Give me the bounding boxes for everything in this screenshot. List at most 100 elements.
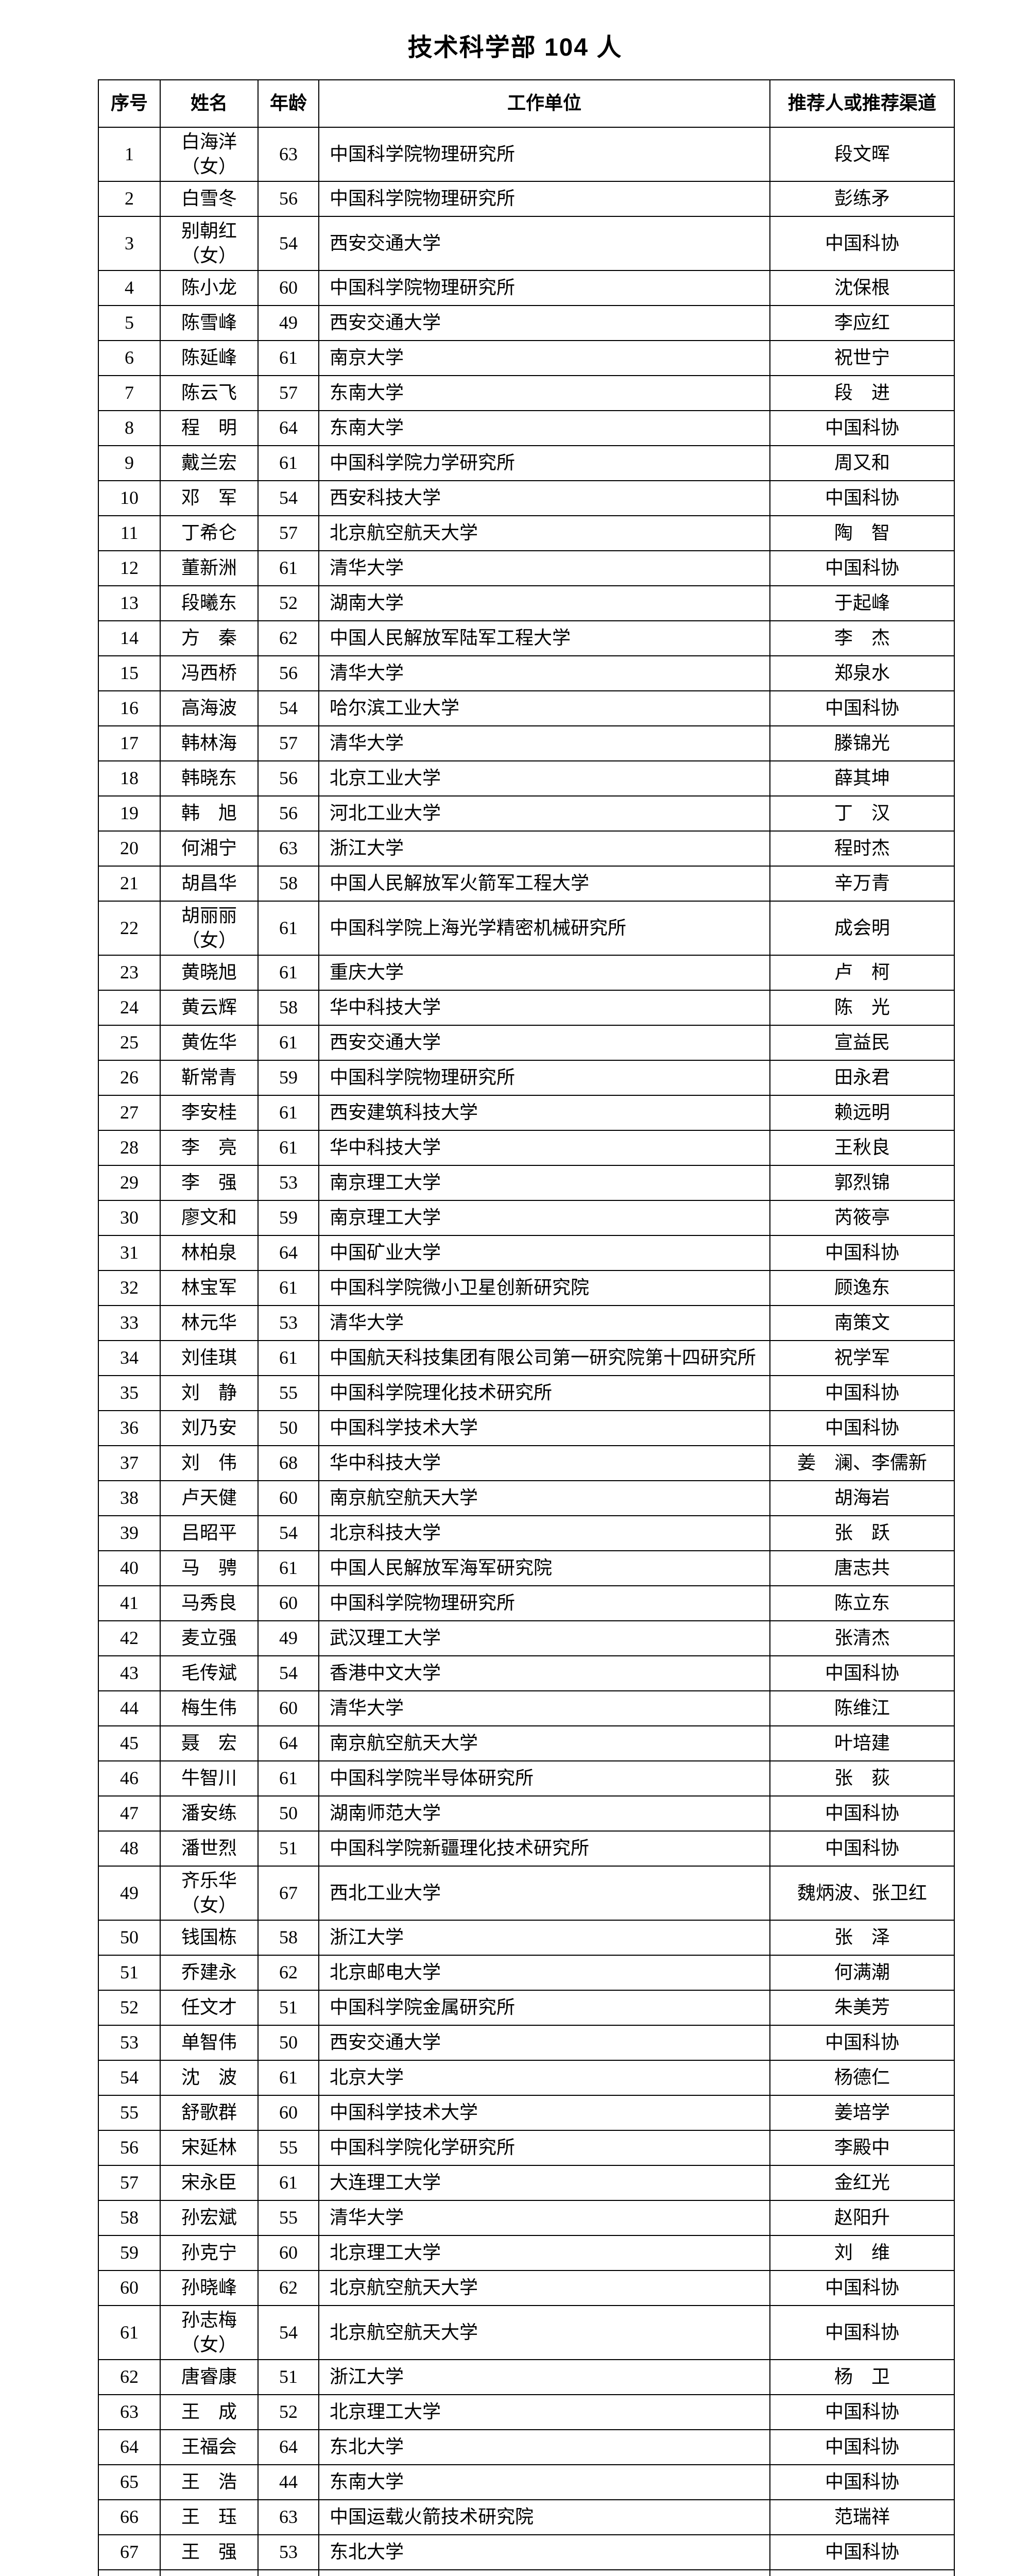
cell-number: 48 <box>98 1831 161 1867</box>
cell-recommender: 陈立东 <box>769 1585 955 1622</box>
cell-recommender: 丁 汉 <box>769 795 955 832</box>
cell-name: 梅生伟 <box>160 1690 259 1727</box>
cell-name: 沈 波 <box>160 2060 259 2096</box>
table-row: 47 潘安练 50 湖南师范大学 中国科协 <box>98 1795 955 1832</box>
cell-age: 57 <box>258 375 319 412</box>
cell-number: 26 <box>98 1060 161 1096</box>
table-row: 4 陈小龙 60 中国科学院物理研究所 沈保根 <box>98 270 955 307</box>
cell-number: 43 <box>98 1655 161 1692</box>
cell-organization: 中国科学技术大学 <box>318 1410 770 1447</box>
table-row: 41 马秀良 60 中国科学院物理研究所 陈立东 <box>98 1585 955 1622</box>
cell-number: 55 <box>98 2095 161 2131</box>
table-row: 7 陈云飞 57 东南大学段 进 <box>98 375 955 412</box>
cell-organization: 北京航空航天大学 <box>318 2270 770 2307</box>
cell-recommender: 中国科协 <box>769 1655 955 1692</box>
cell-number: 11 <box>98 515 161 552</box>
table-row: 2 白雪冬 56 中国科学院物理研究所 彭练矛 <box>98 181 955 217</box>
cell-name: 靳常青 <box>160 1060 259 1096</box>
cell-name: 潘安练 <box>160 1795 259 1832</box>
cell-age: 53 <box>258 1165 319 1201</box>
cell-age: 62 <box>258 620 319 657</box>
cell-recommender: 张 跃 <box>769 1515 955 1552</box>
table-row: 12 董新洲 61 清华大学 中国科协 <box>98 550 955 587</box>
table-row: 32 林宝军 61 中国科学院微小卫星创新研究院 顾逸东 <box>98 1270 955 1307</box>
cell-recommender: 郑泉水 <box>769 655 955 692</box>
cell-number: 53 <box>98 2025 161 2061</box>
table-row: 25 黄佐华 61 西安交通大学 宣益民 <box>98 1025 955 1061</box>
cell-organization: 南京航空航天大学 <box>318 1480 770 1517</box>
cell-age: 53 <box>258 1305 319 1342</box>
cell-organization: 四川大学 <box>318 2569 770 2576</box>
cell-recommender: 赖远明 <box>769 1095 955 1131</box>
cell-number: 54 <box>98 2060 161 2096</box>
cell-number: 9 <box>98 445 161 482</box>
cell-organization: 中国科学院上海光学精密机械研究所 <box>318 901 770 956</box>
cell-age: 52 <box>258 585 319 622</box>
cell-name: 唐睿康 <box>160 2359 259 2396</box>
cell-age: 58 <box>258 990 319 1026</box>
cell-number: 61 <box>98 2305 161 2361</box>
cell-organization: 北京大学 <box>318 2060 770 2096</box>
cell-organization: 哈尔滨工业大学 <box>318 690 770 727</box>
cell-organization: 中国航天科技集团有限公司第一研究院第十四研究所 <box>318 1340 770 1377</box>
cell-name: 王 强 <box>160 2534 259 2571</box>
cell-organization: 南京理工大学 <box>318 1165 770 1201</box>
table-row: 31 林柏泉 64 中国矿业大学 中国科协 <box>98 1235 955 1272</box>
cell-recommender: 陈 光 <box>769 990 955 1026</box>
cell-organization: 北京航空航天大学 <box>318 2305 770 2361</box>
cell-name: 宋永臣 <box>160 2165 259 2201</box>
cell-name: 胡昌华 <box>160 866 259 902</box>
cell-organization: 西安交通大学 <box>318 216 770 272</box>
cell-recommender: 中国科协 <box>769 2464 955 2501</box>
cell-recommender: 彭练矛 <box>769 181 955 217</box>
cell-name: 陈延峰 <box>160 340 259 377</box>
table-row: 49 齐乐华（女） 67 西北工业大学 魏炳波、张卫红 <box>98 1866 955 1921</box>
cell-age: 57 <box>258 725 319 762</box>
cell-organization: 中国科学院新疆理化技术研究所 <box>318 1831 770 1867</box>
cell-age: 51 <box>258 2359 319 2396</box>
cell-number: 14 <box>98 620 161 657</box>
cell-recommender: 胡海岩 <box>769 1480 955 1517</box>
cell-organization: 南京大学 <box>318 340 770 377</box>
cell-recommender: 周又和 <box>769 445 955 482</box>
cell-age: 64 <box>258 1725 319 1762</box>
cell-age: 54 <box>258 1515 319 1552</box>
table-row: 44 梅生伟 60 清华大学 陈维江 <box>98 1690 955 1727</box>
table-row: 51 乔建永 62 北京邮电大学 何满潮 <box>98 1955 955 1991</box>
cell-recommender: 祝世宁 <box>769 340 955 377</box>
cell-name: 钱国栋 <box>160 1920 259 1956</box>
cell-name: 马 骋 <box>160 1550 259 1587</box>
cell-name: 冯西桥 <box>160 655 259 692</box>
cell-recommender: 芮筱亭 <box>769 1200 955 1236</box>
cell-age: 50 <box>258 1410 319 1447</box>
cell-number: 51 <box>98 1955 161 1991</box>
table-row: 48 潘世烈 51 中国科学院新疆理化技术研究所 中国科协 <box>98 1831 955 1867</box>
table-row: 15 冯西桥 56 清华大学 郑泉水 <box>98 655 955 692</box>
table-row: 28 李 亮 61 华中科技大学 王秋良 <box>98 1130 955 1166</box>
cell-name: 刘佳琪 <box>160 1340 259 1377</box>
cell-recommender: 陈维江 <box>769 1690 955 1727</box>
cell-age: 64 <box>258 1235 319 1272</box>
cell-number: 20 <box>98 831 161 867</box>
cell-age: 50 <box>258 2025 319 2061</box>
cell-organization: 东北大学 <box>318 2429 770 2466</box>
table-header: 序号 姓名 年龄 工作单位 推荐人或推荐渠道 <box>98 79 955 128</box>
cell-age: 56 <box>258 795 319 832</box>
cell-organization: 中国科学院物理研究所 <box>318 1060 770 1096</box>
cell-age: 54 <box>258 2305 319 2361</box>
cell-number: 31 <box>98 1235 161 1272</box>
cell-name: 刘 伟 <box>160 1445 259 1482</box>
cell-organization: 湖南大学 <box>318 585 770 622</box>
cell-age: 60 <box>258 1585 319 1622</box>
cell-recommender: 中国科协 <box>769 2270 955 2307</box>
cell-organization: 华中科技大学 <box>318 990 770 1026</box>
cell-number: 3 <box>98 216 161 272</box>
cell-recommender: 中国科协 <box>769 2569 955 2576</box>
cell-age: 60 <box>258 1690 319 1727</box>
cell-recommender: 何满潮 <box>769 1955 955 1991</box>
cell-age: 49 <box>258 305 319 342</box>
cell-name: 舒歌群 <box>160 2095 259 2131</box>
cell-organization: 清华大学 <box>318 1305 770 1342</box>
cell-age: 62 <box>258 1955 319 1991</box>
cell-number: 41 <box>98 1585 161 1622</box>
